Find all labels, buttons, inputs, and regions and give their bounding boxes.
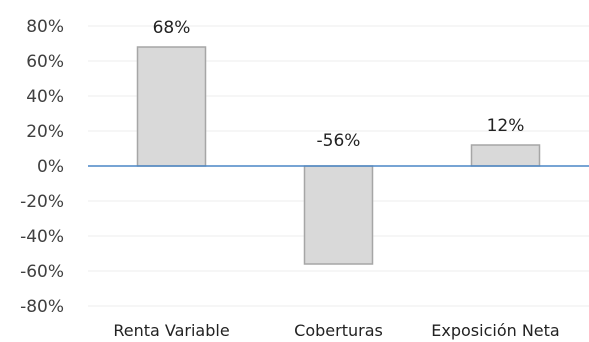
bar-0: [136, 46, 207, 167]
y-tick-label: -60%: [20, 262, 64, 282]
data-labels: 68% -56% 12%: [153, 18, 525, 151]
x-axis-category-labels: Renta Variable Coberturas Exposición Neta: [113, 321, 559, 340]
y-tick-label: 40%: [26, 87, 64, 107]
data-label: -56%: [317, 131, 361, 151]
y-axis-tick-labels: 80% 60% 40% 20% 0% -20% -40% -60% -80%: [20, 17, 64, 317]
y-tick-label: 0%: [37, 157, 64, 177]
y-tick-label: -80%: [20, 297, 64, 317]
data-label: 12%: [487, 116, 525, 136]
x-category-label: Renta Variable: [113, 321, 229, 340]
y-tick-label: 80%: [26, 17, 64, 37]
x-category-label: Coberturas: [294, 321, 383, 340]
y-tick-label: 20%: [26, 122, 64, 142]
bar-2: [470, 144, 541, 167]
x-category-label: Exposición Neta: [431, 321, 559, 340]
bars: [136, 46, 541, 265]
data-label: 68%: [153, 18, 191, 38]
bar-1: [303, 165, 374, 265]
y-tick-label: -40%: [20, 227, 64, 247]
y-tick-label: 60%: [26, 52, 64, 72]
y-tick-label: -20%: [20, 192, 64, 212]
